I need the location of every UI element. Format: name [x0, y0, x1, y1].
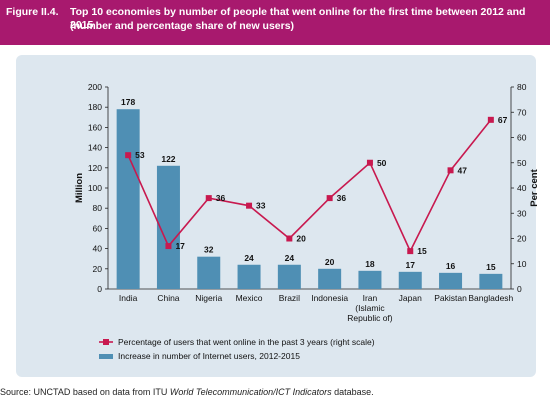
bar: [398, 271, 422, 289]
line-point: [286, 235, 293, 242]
y-tick-label: 180: [88, 102, 102, 112]
bar-value-label: 20: [325, 257, 335, 267]
source-prefix: Source: UNCTAD based on data from ITU: [0, 387, 170, 397]
bar-value-label: 122: [161, 154, 175, 164]
line-value-label: 36: [216, 193, 226, 203]
category-label: (Islamic: [355, 303, 385, 313]
bar: [358, 270, 382, 289]
category-label: Indonesia: [311, 293, 348, 303]
category-label: Brazil: [279, 293, 300, 303]
line-value-label: 47: [458, 165, 468, 175]
line-value-label: 33: [256, 201, 266, 211]
bar-value-label: 16: [446, 261, 456, 271]
category-label: Republic of): [347, 313, 393, 323]
legend-bar-label: Increase in number of Internet users, 20…: [118, 351, 300, 361]
y2-tick-label: 10: [517, 259, 527, 269]
bar-value-label: 15: [486, 262, 496, 272]
line-value-label: 15: [417, 246, 427, 256]
line-value-label: 17: [175, 241, 185, 251]
source-suffix: database.: [331, 387, 374, 397]
y2-tick-label: 80: [517, 82, 527, 92]
y2-axis-title: Per cent: [529, 168, 540, 206]
line-series: [127, 119, 492, 253]
figure-label: Figure II.4.: [6, 6, 59, 18]
legend-line-label: Percentage of users that went online in …: [118, 337, 375, 347]
bar: [116, 109, 140, 289]
y2-tick-label: 50: [517, 158, 527, 168]
y-tick-label: 160: [88, 122, 102, 132]
source-italic: World Telecommunication/ICT Indicators: [169, 387, 332, 397]
category-label: Pakistan: [434, 293, 467, 303]
line-value-label: 20: [296, 234, 306, 244]
y-tick-label: 80: [93, 203, 103, 213]
source-note: Source: UNCTAD based on data from ITU Wo…: [0, 387, 374, 397]
legend-line-marker: [103, 339, 109, 345]
category-label: India: [119, 293, 138, 303]
y-tick-label: 20: [93, 264, 103, 274]
bar: [237, 264, 261, 289]
y2-tick-label: 20: [517, 234, 527, 244]
figure-subtitle: (number and percentage share of new user…: [70, 20, 295, 32]
line-point: [447, 167, 454, 174]
y2-tick-label: 40: [517, 183, 527, 193]
y-tick-label: 60: [93, 223, 103, 233]
y-tick-label: 0: [97, 284, 102, 294]
bar-value-label: 32: [204, 245, 214, 255]
y2-tick-label: 0: [517, 284, 522, 294]
line-value-label: 67: [498, 115, 508, 125]
legend-bar-swatch: [99, 354, 113, 359]
bar-value-label: 18: [365, 259, 375, 269]
line-value-label: 50: [377, 158, 387, 168]
y-axis-title: Million: [74, 173, 85, 203]
chart-panel: [16, 55, 536, 377]
bar: [318, 268, 342, 289]
line-point: [246, 202, 253, 209]
line-point: [407, 248, 414, 255]
line-value-label: 36: [337, 193, 347, 203]
y2-tick-label: 60: [517, 133, 527, 143]
bar: [479, 273, 503, 289]
category-label: Mexico: [236, 293, 263, 303]
y-tick-label: 100: [88, 183, 102, 193]
category-label: Nigeria: [195, 293, 222, 303]
line-point: [487, 116, 494, 123]
bar: [439, 272, 463, 289]
figure-title: Top 10 economies by number of people tha…: [70, 6, 526, 31]
line-point: [326, 195, 333, 202]
y-tick-label: 40: [93, 244, 103, 254]
y-tick-label: 200: [88, 82, 102, 92]
line-point: [125, 152, 132, 159]
category-label: Iran: [363, 293, 378, 303]
category-label: Japan: [399, 293, 422, 303]
bar-value-label: 24: [285, 253, 295, 263]
y2-tick-label: 30: [517, 208, 527, 218]
bar: [156, 165, 180, 289]
figure-header: Figure II.4. Top 10 economies by number …: [0, 0, 550, 45]
y2-tick-label: 70: [517, 107, 527, 117]
bar-value-label: 24: [244, 253, 254, 263]
bar-value-label: 17: [406, 260, 416, 270]
line-point: [165, 243, 172, 250]
category-label: China: [157, 293, 179, 303]
bar-value-label: 178: [121, 97, 135, 107]
line-point: [205, 195, 212, 202]
y-tick-label: 140: [88, 143, 102, 153]
line-point: [366, 159, 373, 166]
category-label: Bangladesh: [468, 293, 513, 303]
line-value-label: 53: [135, 150, 145, 160]
bar: [197, 256, 221, 289]
bar: [277, 264, 301, 289]
y-tick-label: 120: [88, 163, 102, 173]
